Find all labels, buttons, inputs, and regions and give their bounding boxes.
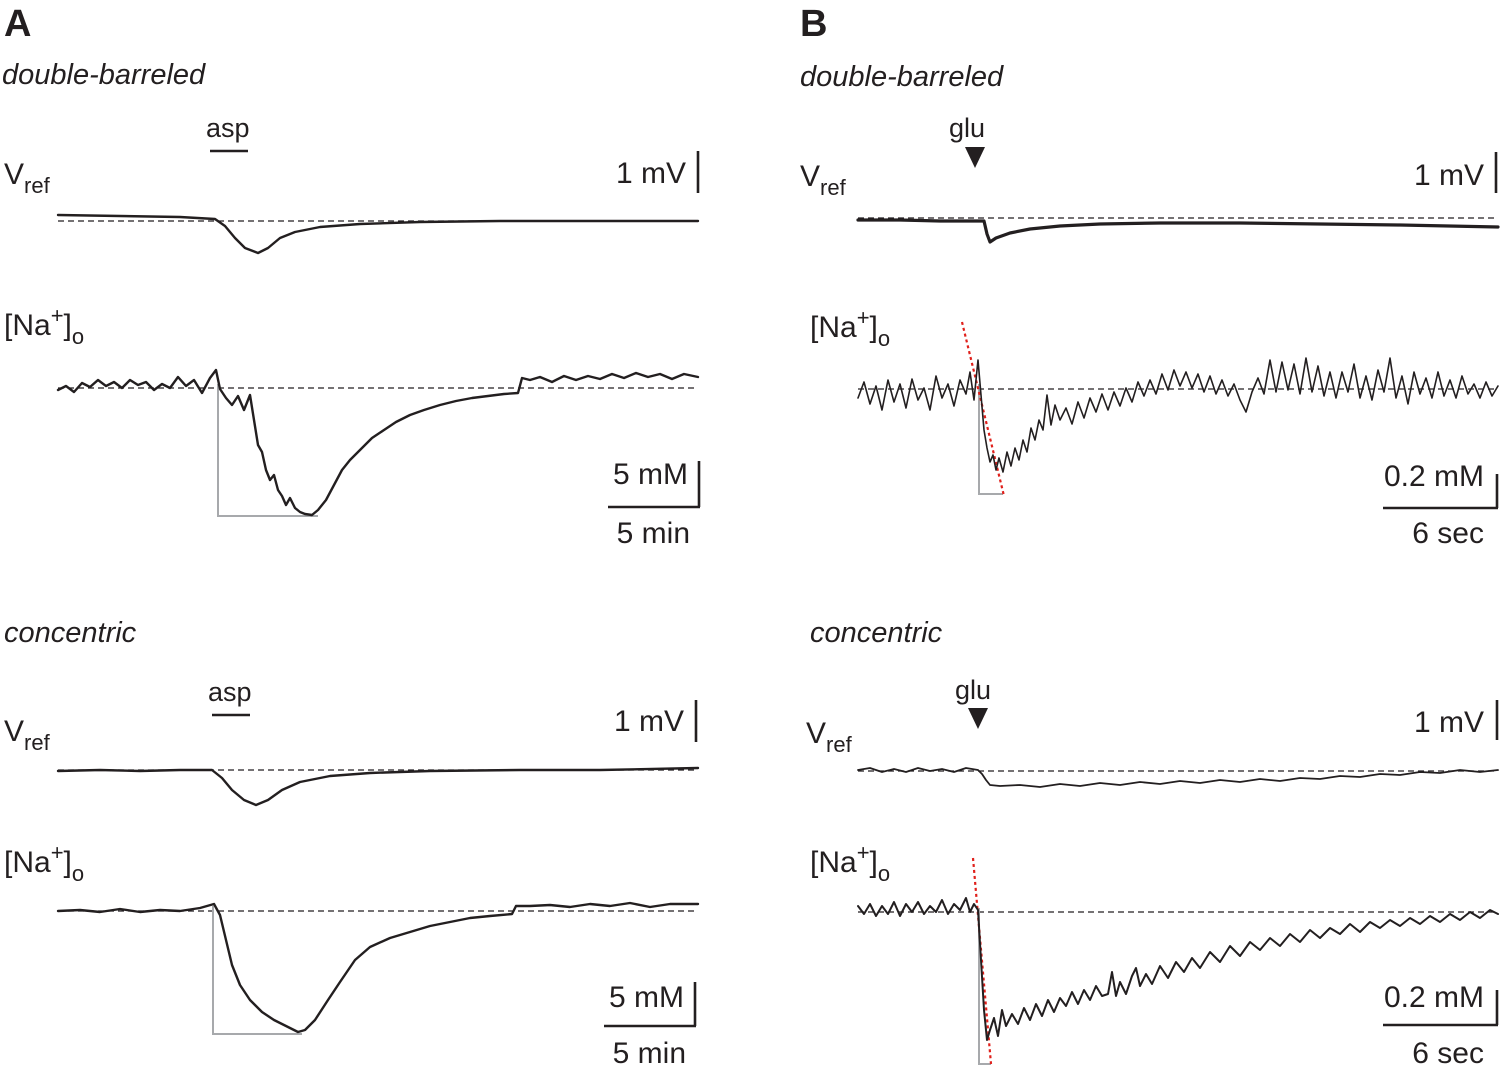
panel-a-bottom-na-scale-y-label: 5 mM: [609, 981, 684, 1014]
panel-a-top-condition: double-barreled: [2, 59, 206, 91]
panel-a-bottom-vref-scale-label: 1 mV: [614, 705, 684, 738]
panel-b-top-stimulus-arrowhead: [965, 147, 985, 168]
panel-b-letter: B: [800, 3, 827, 45]
panel-b-top-na-scale-x-label: 6 sec: [1412, 517, 1484, 550]
panel-b-top-na-trace: [857, 357, 1499, 473]
panel-a: A double-barreled asp Vref 1 mV [Na+]o 5…: [2, 3, 701, 1068]
panel-b-bottom-vref-scale-label: 1 mV: [1414, 706, 1484, 739]
panel-a-bottom-stimulus-label: asp: [208, 677, 252, 707]
panel-b-bottom-vref-trace: [857, 767, 1499, 788]
panel-a-top-na-scale-x-label: 5 min: [617, 517, 690, 550]
panel-b-top-na-scale-y-label: 0.2 mM: [1384, 460, 1484, 493]
panel-a-bottom-na-guide: [212, 906, 302, 1035]
panel-a-top-stimulus-label: asp: [206, 113, 250, 143]
panel-b-bottom-na-scale-x-label: 6 sec: [1412, 1037, 1484, 1068]
panel-b-top-vref-scale-label: 1 mV: [1414, 159, 1484, 192]
panel-b-bottom-na-trace: [857, 897, 1499, 1041]
panel-a-letter: A: [4, 3, 31, 45]
panel-b-top-vref-label: Vref: [800, 160, 847, 200]
panel-a-bottom-na-scale-x-label: 5 min: [613, 1037, 686, 1068]
panel-b-bottom-stimulus-label: glu: [955, 675, 991, 705]
panel-a-top-na-scale-y-label: 5 mM: [613, 458, 688, 491]
panel-b-top-stimulus-label: glu: [949, 113, 985, 143]
panel-a-bottom-condition: concentric: [4, 617, 137, 649]
panel-b-top-na-guide: [978, 384, 1003, 495]
panel-b-top-na-label: [Na+]o: [810, 305, 890, 351]
panel-a-top-na-trace: [56, 368, 700, 517]
panel-b: B double-barreled glu Vref 1 mV [Na+]o 0…: [800, 3, 1500, 1068]
panel-b-bottom-na-scale-y-label: 0.2 mM: [1384, 981, 1484, 1014]
panel-b-top-vref-trace: [856, 218, 1500, 244]
panel-b-bottom-na-label: [Na+]o: [810, 840, 890, 886]
panel-a-top-na-label: [Na+]o: [4, 303, 84, 349]
panel-a-top-na-guide: [217, 384, 318, 517]
panel-b-bottom-condition: concentric: [810, 617, 943, 649]
panel-b-bottom-na-guide: [978, 908, 991, 1065]
panel-a-bottom-vref-label: Vref: [4, 715, 51, 755]
panel-b-bottom-vref-label: Vref: [806, 717, 853, 757]
panel-a-bottom-vref-trace: [56, 766, 700, 807]
panel-b-top-condition: double-barreled: [800, 61, 1004, 93]
panel-a-bottom-na-trace: [56, 901, 700, 1034]
panel-a-top-vref-trace: [56, 213, 700, 255]
panel-a-bottom-na-label: [Na+]o: [4, 840, 84, 886]
panel-b-bottom-stimulus-arrowhead: [968, 708, 988, 729]
panel-a-top-vref-scale-label: 1 mV: [616, 157, 686, 190]
panel-a-top-vref-label: Vref: [4, 158, 51, 198]
